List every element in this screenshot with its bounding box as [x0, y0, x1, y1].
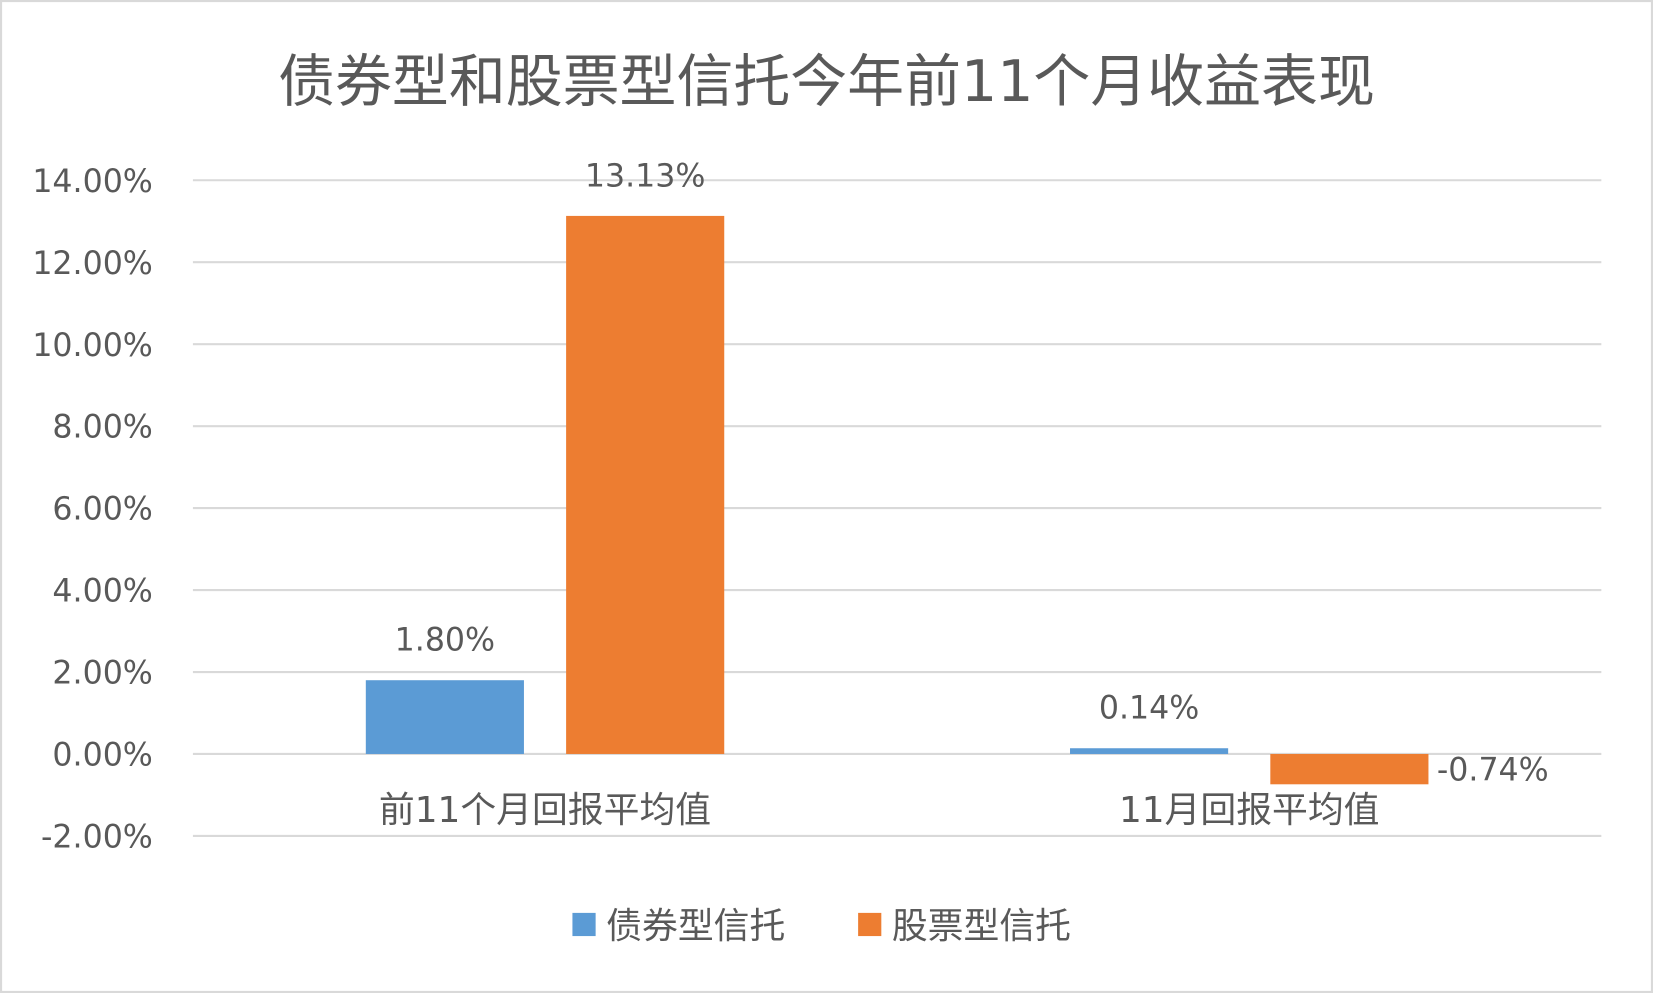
data-label: 13.13%: [585, 158, 706, 194]
y-tick-label: 10.00%: [32, 328, 153, 364]
data-label: -0.74%: [1437, 753, 1549, 789]
category-label: 11月回报平均值: [1119, 790, 1380, 831]
legend-swatch: [572, 912, 596, 937]
data-label: 1.80%: [395, 623, 495, 659]
y-tick-label: 6.00%: [52, 492, 152, 528]
y-tick-label: 0.00%: [52, 738, 152, 774]
bar: [1070, 748, 1229, 754]
chart-title: 债券型和股票型信托今年前11个月收益表现: [278, 49, 1375, 115]
y-tick-label: 8.00%: [52, 410, 152, 446]
y-tick-label: 4.00%: [52, 574, 152, 610]
y-tick-label: 2.00%: [52, 656, 152, 692]
y-tick-label: -2.00%: [41, 820, 153, 856]
bar: [365, 680, 524, 754]
y-tick-label: 14.00%: [32, 164, 153, 200]
bar: [1270, 753, 1429, 785]
legend-label: 股票型信托: [892, 906, 1071, 947]
data-label: 0.14%: [1099, 691, 1199, 727]
bar: [566, 215, 725, 754]
legend-swatch: [858, 912, 882, 937]
y-tick-label: 12.00%: [32, 246, 153, 282]
legend-label: 债券型信托: [606, 906, 785, 947]
category-label: 前11个月回报平均值: [379, 790, 711, 831]
